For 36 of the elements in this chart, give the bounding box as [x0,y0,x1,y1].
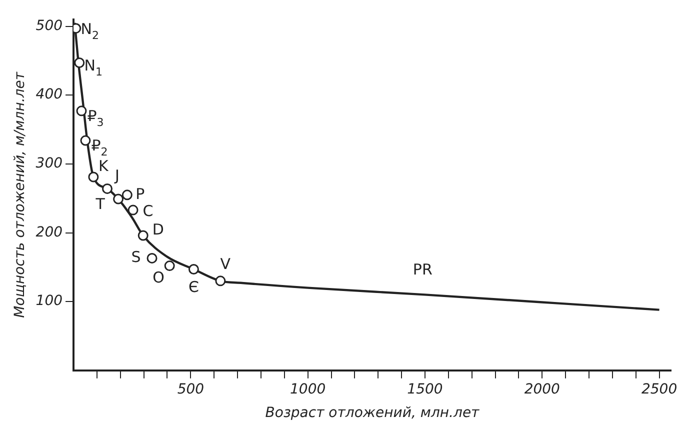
point [76,106,87,116]
point [80,135,91,146]
point [138,230,148,241]
x-axis-title: Возраст отложений, млн.лет [265,405,480,422]
y-tick-label: 400 [36,86,63,103]
point [215,276,226,286]
annotation: O [152,268,164,287]
annotation: K [98,156,110,175]
y-tick-label: 300 [36,156,63,172]
y-axis-title: Мощность отложений, м/млн.лет [12,71,28,318]
point [128,204,138,216]
point [188,264,199,274]
point [164,260,175,272]
annotation: Є [188,278,199,296]
y-tick-label: 100 [36,293,63,310]
annotation: P [136,184,145,203]
point [88,172,99,182]
x-tick-label: 1000 [290,381,326,398]
x-tick-label: 2000 [524,381,560,398]
annotation: PR [412,260,432,279]
annotation: D [152,220,164,238]
point [102,183,113,194]
point [122,190,132,200]
point [146,252,158,264]
annotation: J [114,166,120,185]
annotation: V [220,254,232,273]
x-tick-label: 1500 [407,381,443,398]
y-tick-label: 200 [36,224,63,240]
y-tick-label: 500 [36,18,63,34]
x-tick-label: 500 [177,381,204,398]
x-tick-label: 2500 [641,381,678,398]
annotation: T [94,194,106,213]
point [113,194,124,204]
annotation: S [131,248,141,266]
annotation: C [142,202,154,220]
point [74,58,85,68]
